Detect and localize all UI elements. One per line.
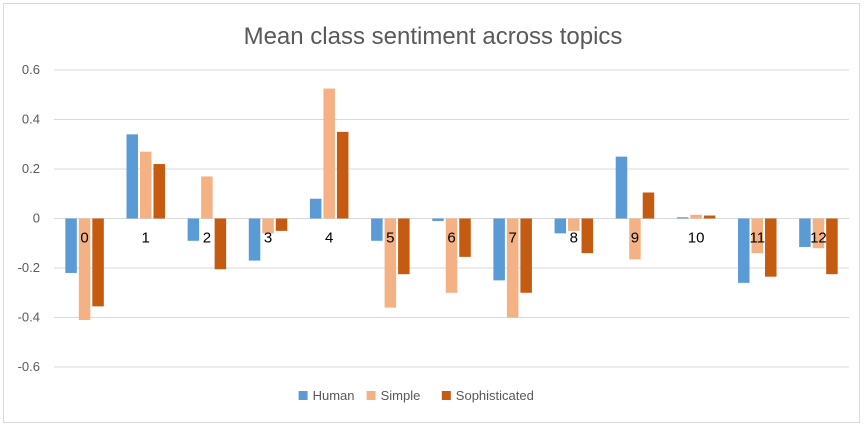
legend-label-human: Human bbox=[313, 388, 355, 403]
bar-sophisticated-6 bbox=[459, 218, 471, 257]
bar-human-12 bbox=[799, 218, 811, 247]
y-axis-tick-labels: 0.6 0.4 0.2 0 -0.2 -0.4 -0.6 bbox=[18, 62, 40, 374]
bar-chart: Mean class sentiment across topics 0.60.… bbox=[18, 23, 849, 403]
bars bbox=[65, 88, 838, 320]
category-label: 9 bbox=[631, 230, 639, 247]
category-label: 5 bbox=[386, 230, 394, 247]
bar-human-5 bbox=[371, 218, 383, 241]
bar-sophisticated-11 bbox=[765, 218, 777, 277]
category-label: 10 bbox=[688, 230, 705, 247]
bar-human-10 bbox=[676, 217, 689, 219]
bar-sophisticated-5 bbox=[398, 218, 410, 275]
category-label: 0 bbox=[80, 230, 88, 247]
bar-sophisticated-0 bbox=[92, 218, 104, 307]
bar-sophisticated-12 bbox=[826, 218, 838, 275]
bar-simple-1 bbox=[139, 151, 152, 219]
bar-simple-5 bbox=[384, 218, 397, 308]
bar-human-3 bbox=[248, 218, 261, 261]
legend-swatch-human bbox=[298, 391, 308, 400]
bar-sophisticated-7 bbox=[520, 218, 532, 293]
category-labels: 0 1 2 3 4 5 6 7 8 9 10 11 12 bbox=[80, 230, 826, 247]
category-label: 12 bbox=[810, 230, 827, 247]
y-tick-label: -0.6 bbox=[18, 359, 40, 374]
category-label: 11 bbox=[749, 230, 765, 247]
chart-title: Mean class sentiment across topics bbox=[244, 23, 623, 50]
category-label: 7 bbox=[508, 230, 516, 247]
bar-simple-8 bbox=[568, 218, 580, 231]
category-label: 3 bbox=[264, 230, 272, 247]
bar-simple-12 bbox=[812, 218, 825, 249]
category-label: 4 bbox=[325, 230, 333, 247]
y-tick-label: 0.6 bbox=[22, 62, 40, 77]
y-tick-label: 0.4 bbox=[22, 112, 40, 127]
y-tick-label: 0.2 bbox=[22, 161, 40, 176]
bar-sophisticated-1 bbox=[153, 164, 165, 219]
legend-swatch-sophisticated bbox=[441, 391, 451, 400]
bar-human-9 bbox=[615, 156, 628, 219]
bar-sophisticated-9 bbox=[642, 192, 655, 219]
bar-simple-10 bbox=[690, 214, 702, 219]
category-label: 8 bbox=[570, 230, 578, 247]
bar-human-7 bbox=[493, 218, 505, 281]
bar-human-2 bbox=[187, 218, 200, 241]
bar-simple-11 bbox=[751, 218, 764, 254]
category-label: 2 bbox=[203, 230, 211, 247]
bar-simple-0 bbox=[78, 218, 91, 320]
y-tick-label: -0.4 bbox=[18, 310, 40, 325]
category-label: 1 bbox=[142, 230, 150, 247]
bar-sophisticated-3 bbox=[275, 218, 288, 231]
legend-label-sophisticated: Sophisticated bbox=[456, 388, 534, 403]
y-tick-label: -0.2 bbox=[18, 260, 40, 275]
bar-human-0 bbox=[65, 218, 77, 273]
bar-sophisticated-4 bbox=[336, 131, 349, 219]
bar-simple-6 bbox=[445, 218, 458, 293]
bar-simple-7 bbox=[506, 218, 519, 318]
bar-simple-9 bbox=[629, 218, 641, 260]
bar-human-1 bbox=[126, 134, 138, 219]
category-label: 6 bbox=[447, 230, 455, 247]
bar-human-11 bbox=[738, 218, 750, 283]
bar-human-4 bbox=[309, 198, 322, 219]
legend: Human Simple Sophisticated bbox=[298, 388, 534, 403]
bar-sophisticated-10 bbox=[703, 215, 716, 219]
bar-sophisticated-2 bbox=[214, 218, 227, 270]
bar-simple-4 bbox=[323, 88, 335, 219]
bar-simple-2 bbox=[201, 176, 213, 219]
bar-human-6 bbox=[432, 218, 444, 221]
chart-area: Mean class sentiment across topics 0.6 0.… bbox=[3, 3, 860, 423]
bar-sophisticated-8 bbox=[581, 218, 594, 254]
legend-label-simple: Simple bbox=[381, 388, 421, 403]
y-tick-label: 0 bbox=[33, 211, 40, 226]
bar-human-8 bbox=[554, 218, 567, 234]
legend-swatch-simple bbox=[366, 391, 376, 400]
bar-simple-3 bbox=[262, 218, 274, 234]
